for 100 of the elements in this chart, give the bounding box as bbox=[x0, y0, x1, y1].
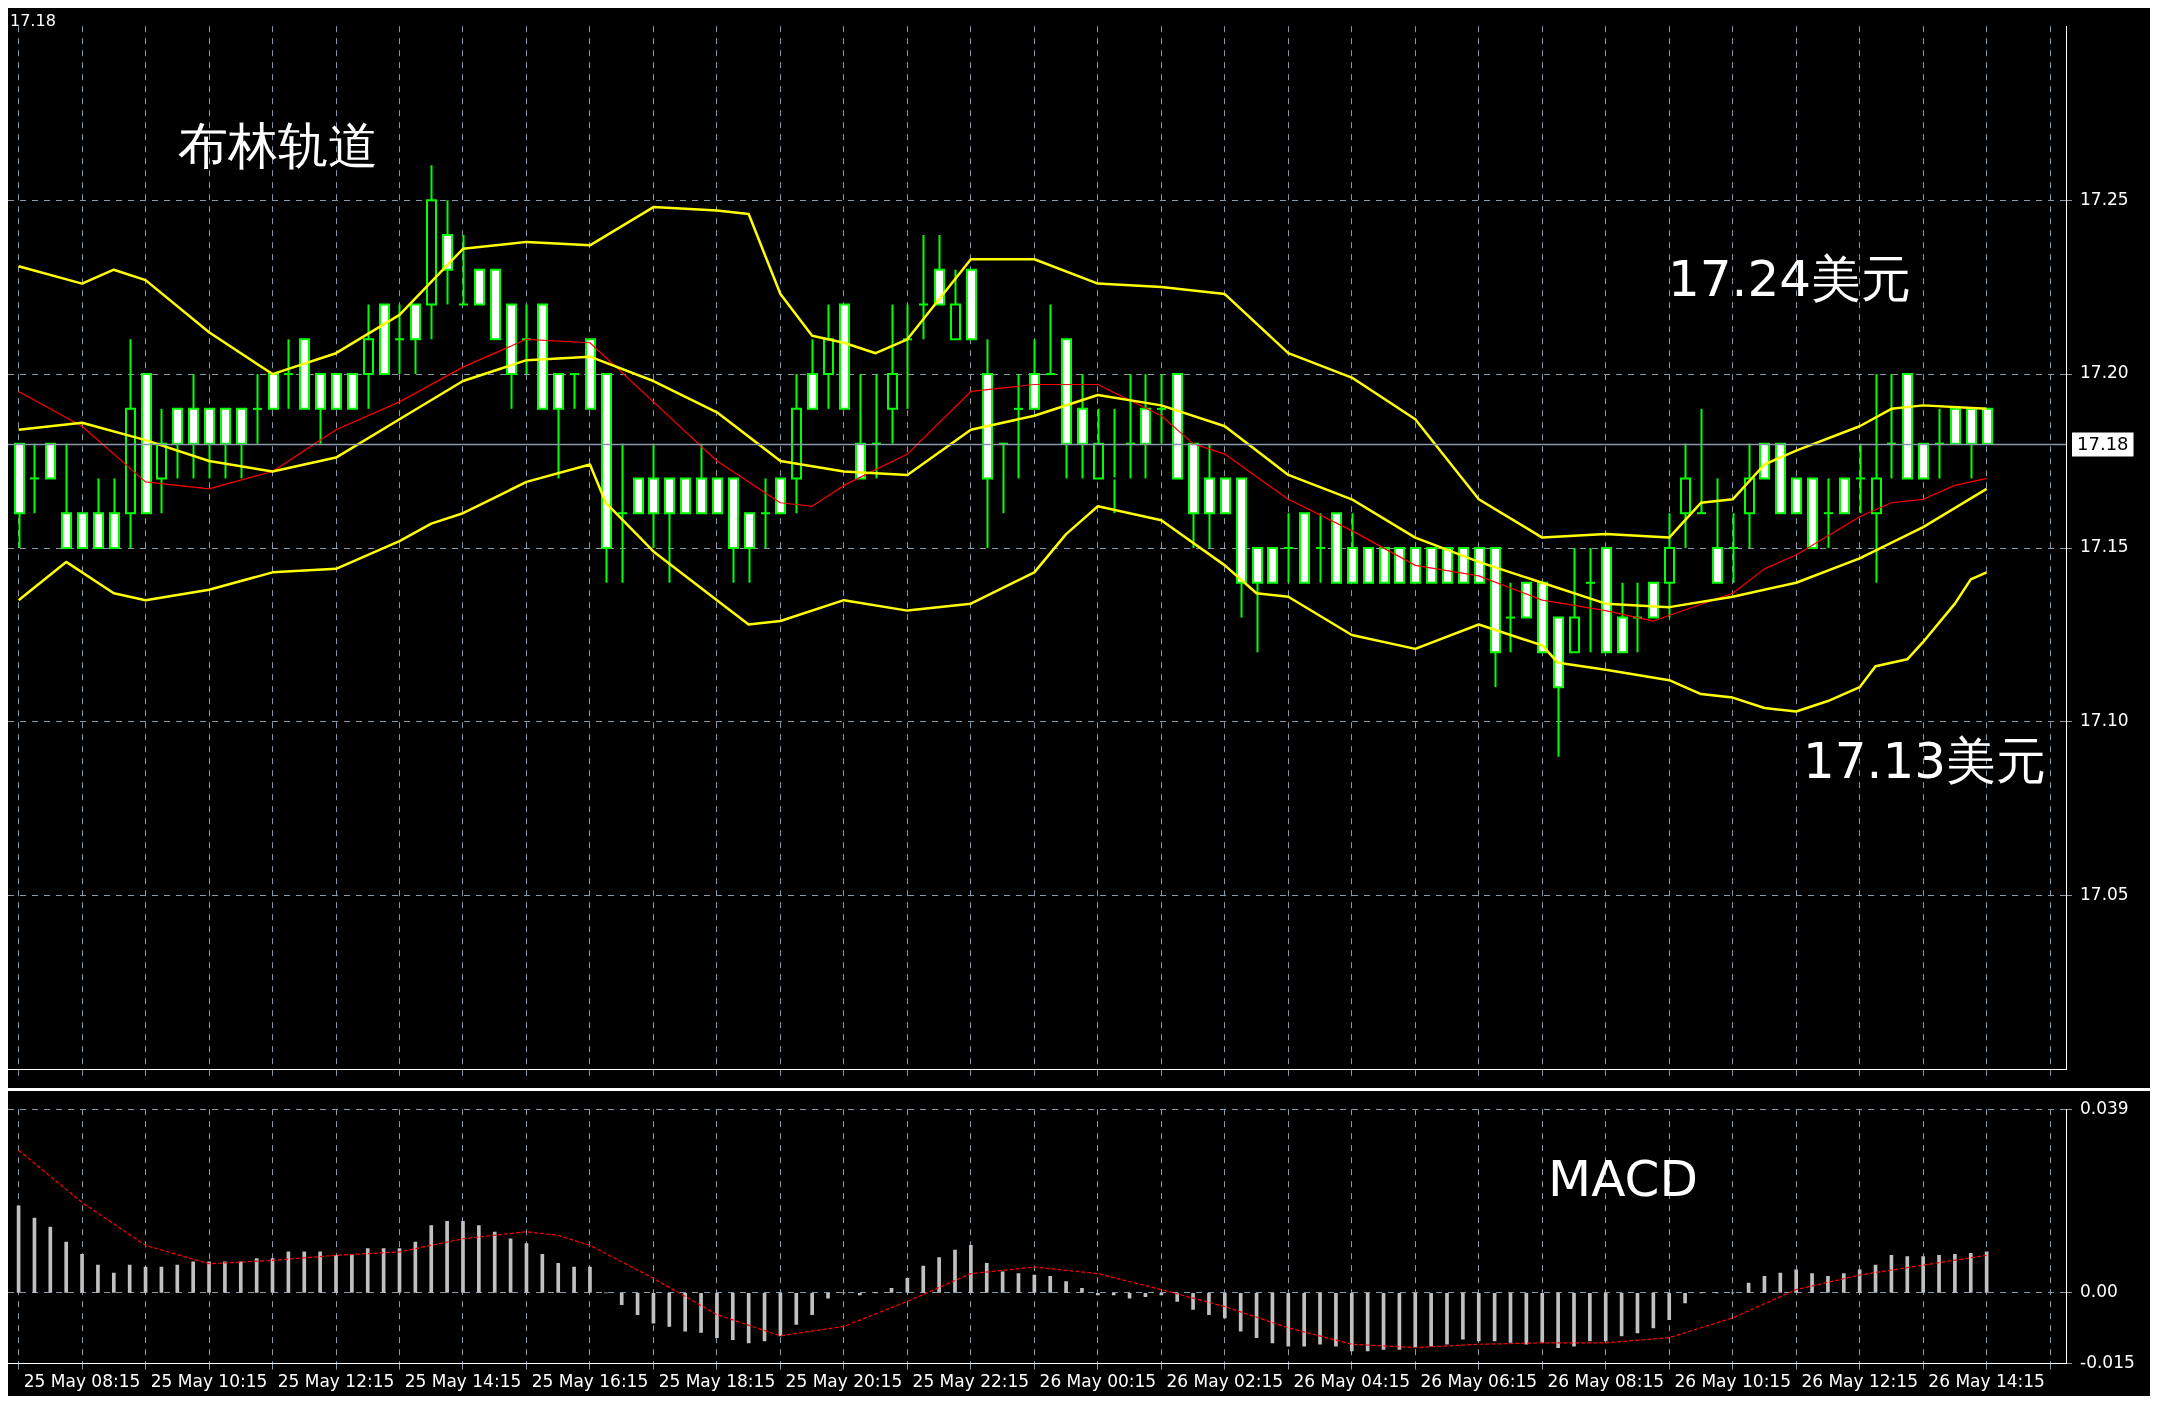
annotation: 17.13美元 bbox=[1803, 732, 2047, 790]
bar bbox=[477, 1225, 481, 1293]
bar bbox=[111, 1272, 116, 1293]
candlestick bbox=[1728, 512, 1739, 584]
bar bbox=[1159, 1293, 1164, 1296]
text: MACD bbox=[1548, 1150, 1698, 1208]
x-tick-label: 25 May 14:15 bbox=[404, 1371, 522, 1392]
bar bbox=[826, 1293, 830, 1299]
bar bbox=[857, 1293, 862, 1296]
candlestick bbox=[760, 477, 771, 549]
candlestick bbox=[1855, 442, 1866, 515]
bar bbox=[810, 1293, 814, 1315]
bar bbox=[1222, 1293, 1227, 1319]
candlestick bbox=[1045, 303, 1056, 376]
bar bbox=[588, 1266, 592, 1293]
candlestick bbox=[458, 233, 469, 306]
bar bbox=[1349, 1293, 1354, 1352]
x-tick-label: 26 May 08:15 bbox=[1547, 1371, 1665, 1392]
bar bbox=[937, 1257, 941, 1293]
x-tick-label: 25 May 10:15 bbox=[150, 1371, 268, 1392]
bar bbox=[556, 1262, 561, 1293]
bar bbox=[127, 1264, 132, 1293]
candlestick bbox=[1156, 373, 1167, 445]
y-tick-label: 17.25 bbox=[2080, 188, 2129, 209]
bar bbox=[1937, 1254, 1941, 1293]
bar bbox=[492, 1231, 497, 1293]
annotation: 17.18 bbox=[10, 11, 56, 30]
bar bbox=[1413, 1293, 1418, 1348]
bar bbox=[794, 1293, 799, 1325]
bar bbox=[1207, 1293, 1211, 1315]
x-tick-label: 26 May 00:15 bbox=[1039, 1371, 1157, 1392]
candlestick bbox=[29, 442, 40, 515]
bar bbox=[302, 1251, 307, 1293]
candlestick bbox=[1315, 512, 1326, 584]
bar bbox=[334, 1254, 338, 1293]
x-tick-label: 25 May 20:15 bbox=[785, 1371, 903, 1392]
x-tick-label: 25 May 08:15 bbox=[23, 1371, 141, 1392]
bar bbox=[350, 1254, 354, 1293]
candlestick bbox=[1823, 477, 1834, 549]
bar bbox=[1302, 1293, 1306, 1347]
candlestick bbox=[1585, 547, 1596, 654]
x-tick-label: 26 May 04:15 bbox=[1293, 1371, 1411, 1392]
bar bbox=[1905, 1256, 1910, 1293]
bar bbox=[365, 1248, 370, 1293]
bar bbox=[80, 1253, 84, 1293]
bar bbox=[1603, 1293, 1608, 1342]
x-tick-label: 26 May 06:15 bbox=[1420, 1371, 1538, 1392]
bar bbox=[238, 1261, 243, 1293]
bar bbox=[572, 1266, 576, 1293]
candlestick bbox=[252, 373, 263, 445]
bar bbox=[984, 1262, 989, 1293]
y-tick-label: 17.10 bbox=[2080, 710, 2129, 731]
bar bbox=[1540, 1293, 1545, 1343]
bar bbox=[1064, 1281, 1068, 1293]
bar bbox=[1683, 1293, 1687, 1304]
bar bbox=[48, 1226, 53, 1293]
bar bbox=[1826, 1276, 1830, 1293]
bar bbox=[1080, 1287, 1084, 1293]
bar bbox=[1429, 1293, 1433, 1347]
x-tick-label: 26 May 12:15 bbox=[1801, 1371, 1918, 1392]
x-tick-label: 26 May 14:15 bbox=[1928, 1371, 2045, 1392]
bar bbox=[64, 1241, 69, 1293]
bar bbox=[1968, 1253, 1973, 1293]
bar bbox=[445, 1220, 449, 1293]
y-tick-label: 0.039 bbox=[2080, 1097, 2129, 1118]
ref-line-label: 17.18 bbox=[2077, 433, 2129, 455]
bar bbox=[1572, 1293, 1576, 1347]
bar bbox=[429, 1225, 434, 1293]
bar bbox=[1857, 1269, 1862, 1293]
bar bbox=[1556, 1293, 1560, 1348]
bar bbox=[683, 1293, 688, 1332]
candlestick bbox=[283, 338, 294, 410]
x-tick-label: 26 May 02:15 bbox=[1166, 1371, 1284, 1392]
y-tick-label: 17.20 bbox=[2080, 362, 2129, 383]
text: 布林轨道 bbox=[178, 117, 378, 175]
bar bbox=[1445, 1293, 1449, 1345]
bar bbox=[1191, 1293, 1195, 1310]
bar bbox=[1810, 1273, 1814, 1293]
bar bbox=[207, 1261, 211, 1293]
bar bbox=[1111, 1293, 1116, 1296]
bar bbox=[619, 1293, 624, 1306]
candlestick bbox=[569, 373, 580, 410]
bar bbox=[953, 1249, 957, 1293]
y-tick-label: 0.00 bbox=[2080, 1281, 2118, 1302]
x-tick-label: 25 May 18:15 bbox=[658, 1371, 776, 1392]
x-tick-label: 26 May 10:15 bbox=[1674, 1371, 1791, 1392]
candlestick bbox=[918, 233, 929, 341]
candlestick bbox=[617, 442, 628, 584]
bar bbox=[1238, 1293, 1243, 1332]
y-tick-label: -0.015 bbox=[2080, 1352, 2135, 1373]
bar bbox=[667, 1293, 672, 1327]
bar bbox=[175, 1264, 180, 1293]
y-tick-label: 17.15 bbox=[2080, 536, 2129, 557]
bar bbox=[1286, 1293, 1291, 1347]
x-tick-label: 25 May 12:15 bbox=[277, 1371, 395, 1392]
bar bbox=[1334, 1293, 1338, 1347]
candlestick bbox=[394, 303, 405, 376]
bar bbox=[1461, 1293, 1465, 1340]
bar bbox=[191, 1261, 195, 1293]
bar bbox=[318, 1251, 322, 1293]
